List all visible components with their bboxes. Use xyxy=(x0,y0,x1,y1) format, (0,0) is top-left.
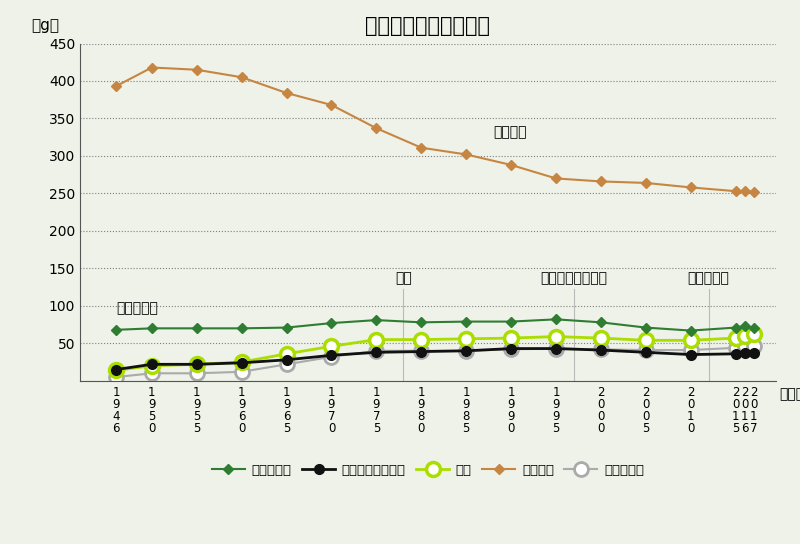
動物性たんぱく質 xyxy=(730,350,740,357)
動物性たんぱく質 xyxy=(641,349,650,356)
炭水化物 xyxy=(147,64,157,71)
炭水化物 xyxy=(740,188,750,194)
Line: 炭水化物: 炭水化物 xyxy=(113,64,757,195)
動物性たんぱく質 xyxy=(462,348,471,354)
たんぱく質 xyxy=(192,325,202,332)
脂質 xyxy=(596,335,606,341)
炭水化物 xyxy=(686,184,695,191)
動物性たんぱく質 xyxy=(192,361,202,368)
動物性たんぱく質 xyxy=(111,366,121,373)
動物性脂質 xyxy=(462,348,471,354)
動物性たんぱく質 xyxy=(551,345,561,352)
脂質 xyxy=(282,350,291,357)
たんぱく質 xyxy=(686,327,695,334)
動物性脂質 xyxy=(749,343,758,350)
炭水化物 xyxy=(462,151,471,158)
動物性たんぱく質 xyxy=(147,361,157,368)
動物性脂質 xyxy=(282,361,291,368)
Line: たんぱく質: たんぱく質 xyxy=(113,316,757,334)
動物性たんぱく質 xyxy=(596,347,606,354)
脂質 xyxy=(192,361,202,368)
炭水化物 xyxy=(371,125,381,132)
Legend: たんぱく質, 動物性たんぱく質, 脂質, 炭水化物, 動物性脂質: たんぱく質, 動物性たんぱく質, 脂質, 炭水化物, 動物性脂質 xyxy=(206,459,650,482)
たんぱく質 xyxy=(730,324,740,331)
Text: 動物性脂質: 動物性脂質 xyxy=(688,271,730,285)
炭水化物 xyxy=(417,145,426,151)
動物性脂質 xyxy=(596,346,606,353)
動物性たんぱく質 xyxy=(686,351,695,358)
Line: 脂質: 脂質 xyxy=(109,327,761,377)
Line: 動物性たんぱく質: 動物性たんぱく質 xyxy=(111,344,758,374)
Line: 動物性脂質: 動物性脂質 xyxy=(109,338,761,384)
動物性たんぱく質 xyxy=(282,356,291,363)
Text: たんぱく質: たんぱく質 xyxy=(116,301,158,315)
たんぱく質 xyxy=(111,326,121,333)
動物性たんぱく質 xyxy=(506,345,516,352)
動物性脂質 xyxy=(730,344,740,351)
炭水化物 xyxy=(237,74,246,81)
動物性たんぱく質 xyxy=(237,360,246,366)
脂質 xyxy=(417,336,426,343)
Text: （年）: （年） xyxy=(779,387,800,401)
脂質 xyxy=(551,333,561,340)
たんぱく質 xyxy=(551,316,561,323)
脂質 xyxy=(462,336,471,342)
動物性脂質 xyxy=(111,374,121,380)
動物性たんぱく質 xyxy=(417,348,426,355)
Text: 脂質: 脂質 xyxy=(395,271,412,285)
動物性たんぱく質 xyxy=(749,350,758,356)
炭水化物 xyxy=(749,189,758,195)
脂質 xyxy=(111,367,121,374)
Text: 炭水化物: 炭水化物 xyxy=(493,125,526,139)
たんぱく質 xyxy=(237,325,246,332)
動物性脂質 xyxy=(686,347,695,354)
動物性脂質 xyxy=(326,354,336,360)
Title: エネルギー産生栄養素: エネルギー産生栄養素 xyxy=(366,16,490,36)
脂質 xyxy=(740,332,750,339)
炭水化物 xyxy=(111,83,121,90)
たんぱく質 xyxy=(147,325,157,332)
動物性たんぱく質 xyxy=(371,349,381,356)
たんぱく質 xyxy=(641,324,650,331)
脂質 xyxy=(749,331,758,338)
Text: （g）: （g） xyxy=(31,18,59,33)
たんぱく質 xyxy=(371,317,381,323)
脂質 xyxy=(147,362,157,369)
脂質 xyxy=(641,337,650,344)
動物性脂質 xyxy=(641,347,650,354)
動物性脂質 xyxy=(740,342,750,349)
Text: 動物性たんぱく質: 動物性たんぱく質 xyxy=(541,271,607,285)
たんぱく質 xyxy=(462,318,471,325)
脂質 xyxy=(730,335,740,341)
動物性脂質 xyxy=(192,370,202,376)
炭水化物 xyxy=(326,102,336,108)
たんぱく質 xyxy=(417,319,426,326)
炭水化物 xyxy=(596,178,606,185)
動物性脂質 xyxy=(506,346,516,353)
炭水化物 xyxy=(192,66,202,73)
動物性脂質 xyxy=(551,345,561,352)
たんぱく質 xyxy=(740,323,750,329)
たんぱく質 xyxy=(282,324,291,331)
たんぱく質 xyxy=(749,324,758,331)
動物性たんぱく質 xyxy=(326,352,336,358)
たんぱく質 xyxy=(596,319,606,326)
動物性脂質 xyxy=(371,348,381,354)
炭水化物 xyxy=(641,180,650,186)
脂質 xyxy=(506,335,516,341)
脂質 xyxy=(326,343,336,350)
脂質 xyxy=(371,336,381,343)
脂質 xyxy=(686,337,695,344)
動物性たんぱく質 xyxy=(740,350,750,356)
炭水化物 xyxy=(551,175,561,182)
動物性脂質 xyxy=(147,370,157,376)
たんぱく質 xyxy=(326,320,336,326)
脂質 xyxy=(237,359,246,366)
動物性脂質 xyxy=(237,368,246,375)
動物性脂質 xyxy=(417,348,426,354)
炭水化物 xyxy=(282,90,291,96)
炭水化物 xyxy=(506,162,516,168)
たんぱく質 xyxy=(506,318,516,325)
炭水化物 xyxy=(730,188,740,194)
